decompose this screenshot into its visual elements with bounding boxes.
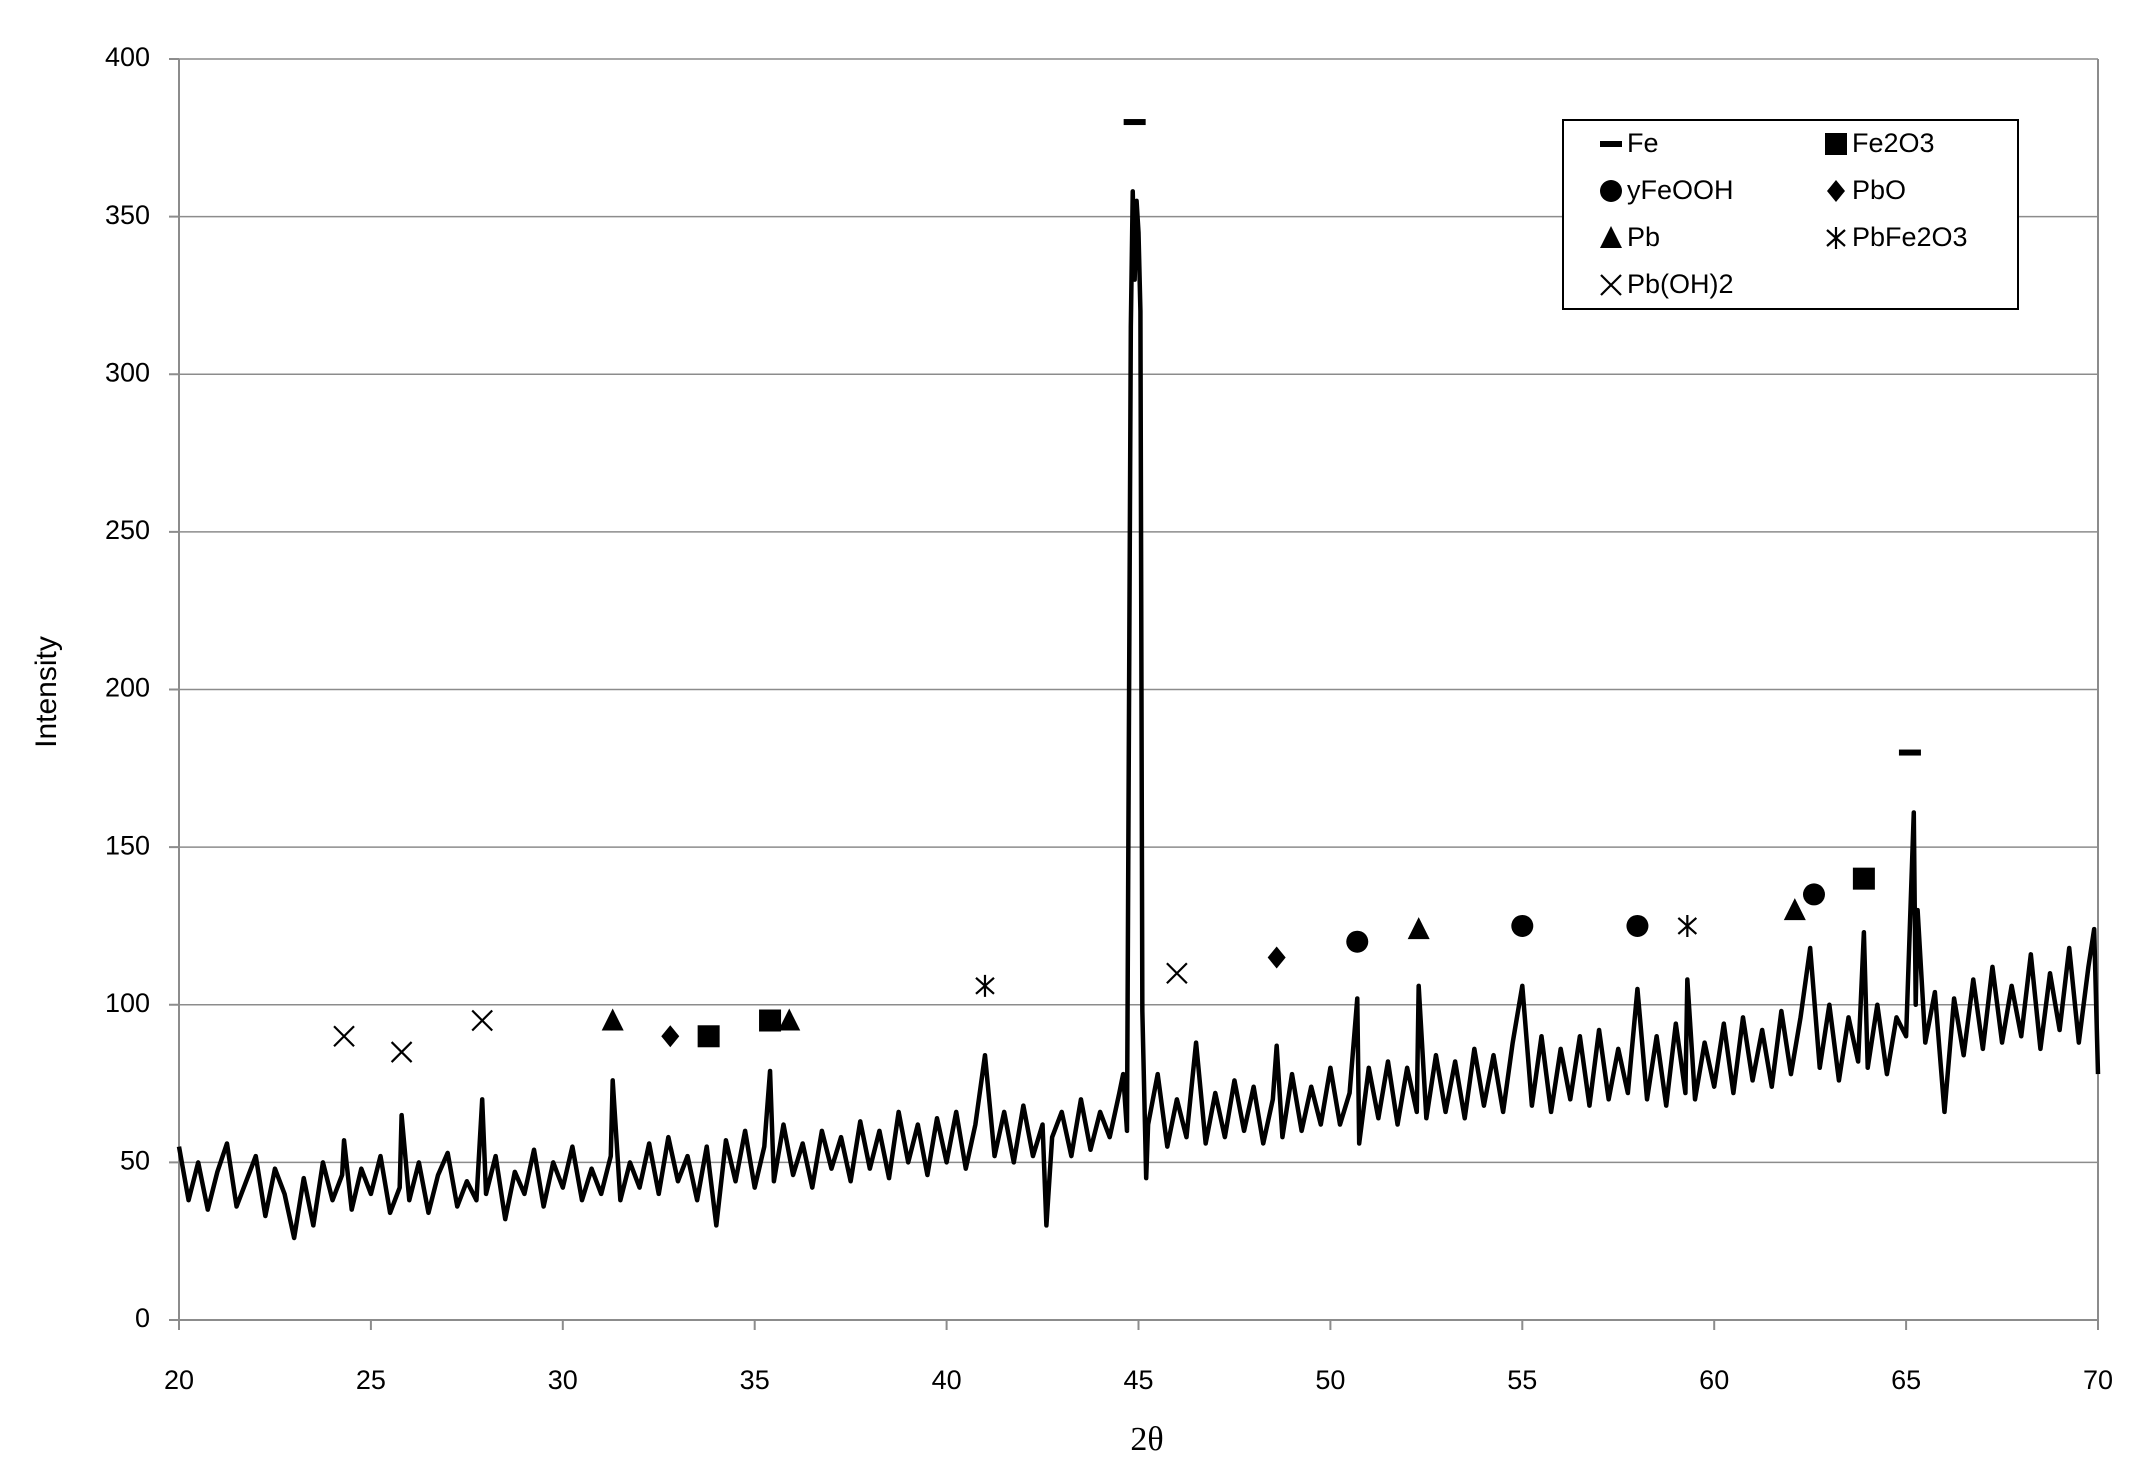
marker-triangle: [1600, 226, 1622, 248]
marker-dash: [1898, 749, 1921, 756]
marker-diamond: [1827, 180, 1845, 202]
y-tick-label: 350: [105, 200, 150, 230]
y-tick-label: 200: [105, 673, 150, 703]
marker-asterisk: [975, 974, 995, 997]
data-line: [176, 189, 2101, 1241]
y-tick-label: 150: [105, 830, 150, 860]
marker-triangle: [1407, 917, 1430, 940]
marker-square: [1825, 133, 1847, 155]
marker-diamond: [661, 1025, 680, 1048]
x-tick-label: 40: [932, 1365, 962, 1395]
marker-triangle: [778, 1008, 801, 1031]
x-tick-label: 45: [1123, 1365, 1153, 1395]
x-tick-label: 20: [164, 1365, 194, 1395]
marker-asterisk: [1826, 227, 1846, 249]
y-tick-label: 400: [105, 42, 150, 72]
marker-diamond: [1267, 946, 1286, 969]
y-tick-label: 300: [105, 357, 150, 387]
marker-cross: [1600, 274, 1622, 296]
legend-box: [1562, 119, 2019, 310]
legend-label: Pb: [1627, 222, 1660, 252]
marker-dash: [1600, 141, 1622, 147]
marker-cross: [390, 1041, 413, 1063]
marker-circle: [1626, 914, 1649, 937]
marker-square: [1852, 867, 1875, 890]
legend-label: yFeOOH: [1627, 175, 1734, 205]
y-tick-label: 0: [135, 1303, 150, 1333]
marker-circle: [1511, 914, 1534, 937]
x-tick-label: 70: [2083, 1365, 2113, 1395]
x-tick-label: 65: [1891, 1365, 1921, 1395]
legend-label: Fe: [1627, 128, 1659, 158]
legend: Fe Fe2O3 yFeOOH PbO Pb PbFe2O3 Pb(OH)2: [1562, 119, 2019, 310]
x-tick-label: 30: [548, 1365, 578, 1395]
x-tick-label: 50: [1315, 1365, 1345, 1395]
marker-square: [697, 1025, 720, 1048]
legend-label: Fe2O3: [1852, 128, 1935, 158]
x-tick-label: 55: [1507, 1365, 1537, 1395]
marker-square: [759, 1009, 782, 1032]
marker-asterisk: [1677, 914, 1698, 937]
marker-cross: [471, 1009, 493, 1032]
legend-label: PbO: [1852, 175, 1906, 205]
marker-cross: [1166, 962, 1188, 985]
x-tick-label: 35: [740, 1365, 770, 1395]
y-tick-label: 250: [105, 515, 150, 545]
legend-label: PbFe2O3: [1852, 222, 1968, 252]
legend-label: Pb(OH)2: [1627, 269, 1734, 299]
y-axis-label: Intensity: [30, 636, 63, 748]
y-tick-label: 100: [105, 988, 150, 1018]
marker-triangle: [1783, 898, 1806, 921]
marker-cross: [333, 1025, 355, 1048]
y-tick-label: 50: [120, 1146, 150, 1176]
marker-circle: [1346, 930, 1369, 953]
x-tick-label: 25: [356, 1365, 386, 1395]
marker-triangle: [601, 1008, 624, 1031]
x-axis-label: 2θ: [1130, 1421, 1163, 1458]
marker-circle: [1802, 883, 1825, 906]
x-tick-label: 60: [1699, 1365, 1729, 1395]
marker-circle: [1600, 180, 1622, 202]
marker-dash: [1123, 119, 1146, 126]
